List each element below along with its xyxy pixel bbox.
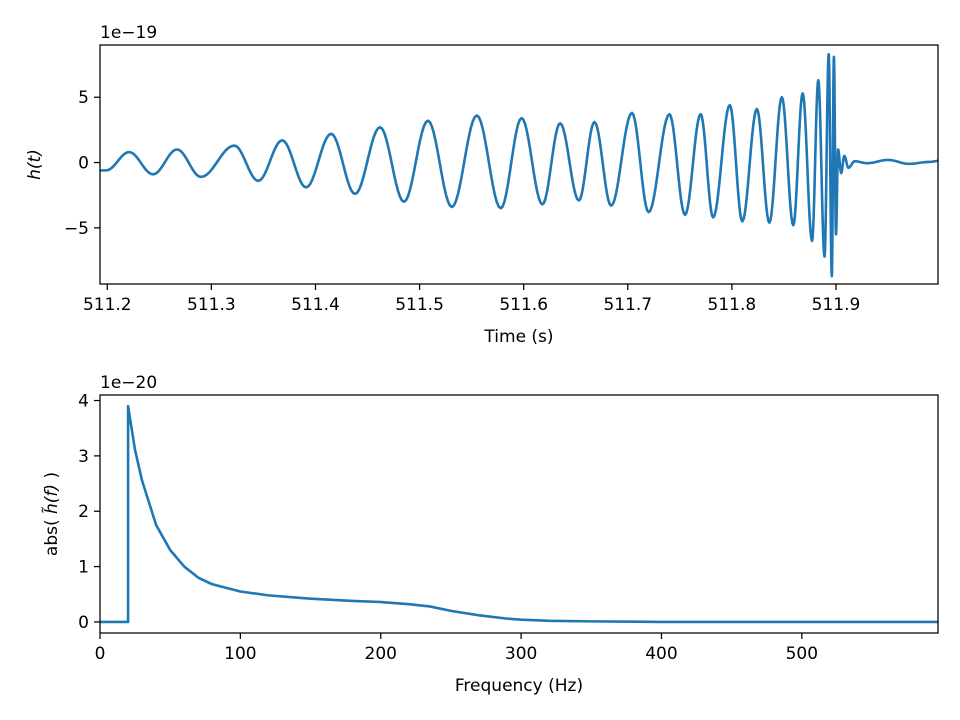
freq-y-tick-label-4: 0 <box>78 613 89 633</box>
freq-y-ticks: 4 3 2 1 0 <box>78 392 100 633</box>
time-x-tick-label-7: 511.9 <box>812 295 861 315</box>
freq-series-group <box>100 404 938 624</box>
freq-y-tick-label-2: 2 <box>78 502 89 522</box>
freq-x-tick-label-4: 400 <box>645 644 677 664</box>
x-axis-label: Time (s) <box>483 327 553 347</box>
freq-x-tick-label-3: 300 <box>505 644 537 664</box>
time-x-tick-label-2: 511.4 <box>291 295 340 315</box>
freq-y-tick-label-3: 1 <box>78 558 89 578</box>
y-axis-label: h(t) <box>25 149 45 180</box>
time-x-tick-label-1: 511.3 <box>187 295 236 315</box>
y-axis-label-freq: abs( h̃(f) ) <box>41 472 62 556</box>
freq-y-tick-label-0: 4 <box>78 392 89 412</box>
time-x-tick-label-0: 511.2 <box>83 295 132 315</box>
time-axes-frame <box>99 44 939 285</box>
freq-series-line-0 <box>100 404 938 624</box>
time-series-group <box>99 52 939 278</box>
time-y-tick-label-1: 0 <box>78 154 89 174</box>
time-y-tick-label-0: 5 <box>78 88 89 108</box>
frequency-domain-panel: 1e−20 0 100 200 300 400 500 4 3 2 1 0 Frequency (… <box>41 373 939 696</box>
time-domain-panel: 1e−19 511.2 511.3 511.4 511.5 511.6 511.7 511.… <box>25 23 939 347</box>
time-y-tick-label-2: −5 <box>64 219 89 239</box>
y-offset-label: 1e−19 <box>100 23 157 43</box>
time-x-tick-label-5: 511.7 <box>603 295 652 315</box>
time-x-ticks: 511.2 511.3 511.4 511.5 511.6 511.7 511.8 511.9 <box>83 284 860 315</box>
freq-axes-frame <box>99 394 939 634</box>
y-axis-label-freq-var: h̃(f) <box>41 484 62 514</box>
y-axis-label-freq-suffix: ) <box>42 472 62 484</box>
time-x-tick-label-4: 511.6 <box>499 295 548 315</box>
freq-x-tick-label-1: 100 <box>224 644 256 664</box>
freq-x-tick-label-5: 500 <box>786 644 818 664</box>
time-y-ticks: 5 0 −5 <box>64 88 100 239</box>
time-x-tick-label-6: 511.8 <box>708 295 757 315</box>
y-offset-label-freq: 1e−20 <box>100 373 157 393</box>
freq-x-ticks: 0 100 200 300 400 500 <box>95 633 818 664</box>
x-axis-label-freq: Frequency (Hz) <box>455 676 583 696</box>
time-x-tick-label-3: 511.5 <box>395 295 444 315</box>
freq-x-tick-label-2: 200 <box>365 644 397 664</box>
y-axis-label-freq-prefix: abs( <box>42 514 62 556</box>
freq-x-tick-label-0: 0 <box>95 644 106 664</box>
freq-y-tick-label-1: 3 <box>78 447 89 467</box>
time-series-line-0 <box>99 52 939 278</box>
